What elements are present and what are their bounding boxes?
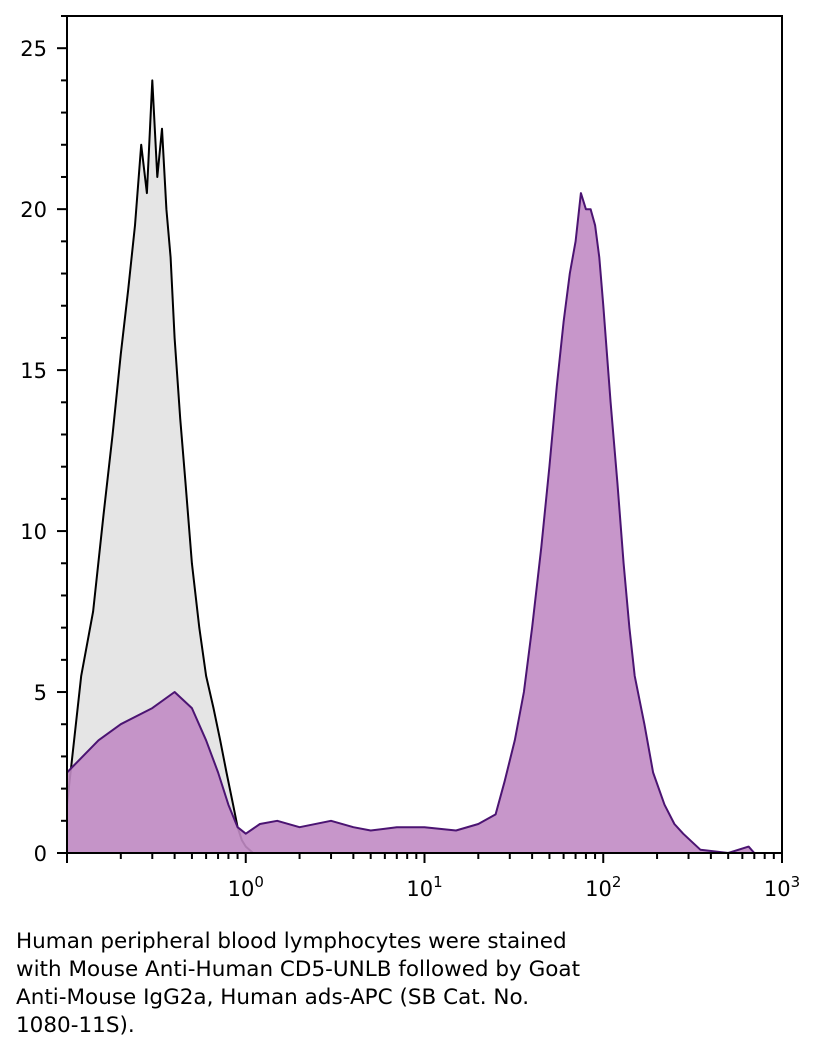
figure-caption: Human peripheral blood lymphocytes were … [16, 928, 716, 1040]
x-tick-label: 100 [228, 873, 264, 901]
caption-line: with Mouse Anti-Human CD5-UNLB followed … [16, 957, 581, 982]
y-tick-label: 10 [20, 520, 47, 544]
x-axis: 100 101 102 103 [66, 853, 800, 901]
y-tick-label: 25 [20, 37, 47, 61]
y-tick-label: 20 [20, 198, 47, 222]
plot-series [66, 79, 756, 854]
x-tick-label: 102 [585, 873, 621, 901]
y-axis: 0 5 10 15 20 25 [20, 15, 67, 866]
histogram-area-control [67, 80, 254, 853]
y-tick-label: 5 [34, 681, 47, 705]
y-tick-label: 15 [20, 359, 47, 383]
x-tick-label: 101 [406, 873, 442, 901]
x-tick-label: 103 [764, 873, 800, 901]
histogram-area-stained [67, 193, 755, 854]
histogram-chart: 0 5 10 15 20 25 100 101 102 103 [20, 15, 800, 901]
histogram-outline-stained [66, 192, 756, 854]
plot-frame [66, 15, 783, 854]
histogram-outline-control [66, 79, 254, 854]
caption-line: Human peripheral blood lymphocytes were … [16, 929, 567, 954]
y-tick-label: 0 [34, 842, 47, 866]
caption-line: 1080-11S). [16, 1013, 135, 1038]
caption-line: Anti-Mouse IgG2a, Human ads-APC (SB Cat.… [16, 985, 530, 1010]
